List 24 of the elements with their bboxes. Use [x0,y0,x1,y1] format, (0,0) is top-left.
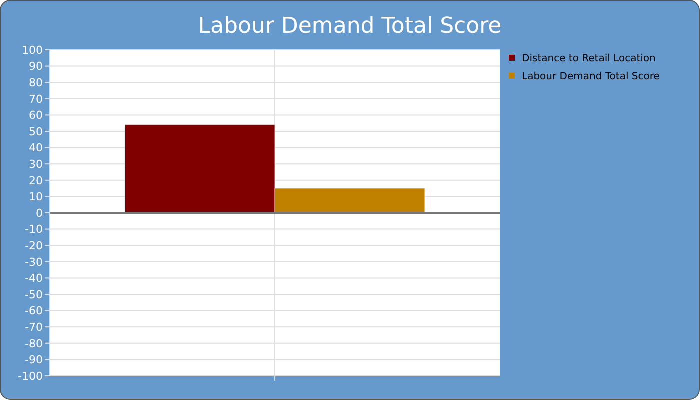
y-tick-label: -50 [25,288,43,302]
y-tick-label: -90 [25,354,43,367]
y-tick-label: -10 [25,223,43,236]
legend-label: Distance to Retail Location [522,54,656,64]
y-tick-label: -80 [25,337,43,350]
y-tick-label: 30 [29,158,43,171]
y-tick-label: -60 [25,304,43,318]
y-tick-label: -30 [25,256,43,269]
y-tick-label: 90 [29,60,43,74]
y-tick-label: 20 [29,174,43,188]
y-tick-label: 100 [22,44,43,57]
y-tick-label: 70 [29,92,43,106]
legend-label: Labour Demand Total Score [522,72,660,82]
y-tick-label: -20 [25,239,43,252]
y-tick-label: 10 [29,190,43,204]
y-tick-label: -70 [25,320,43,334]
y-tick-label: 60 [29,109,43,122]
y-tick-label: -100 [18,370,43,383]
y-tick-label: 40 [29,142,43,155]
y-tick-label: 80 [29,76,43,90]
y-tick-label: 0 [36,206,43,220]
y-tick-label: -40 [25,272,43,286]
chart-title: Labour Demand Total Score [198,14,502,39]
y-tick-label: 50 [29,125,43,138]
